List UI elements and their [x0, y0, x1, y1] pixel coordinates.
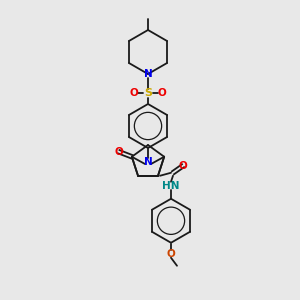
Text: HN: HN [162, 181, 180, 191]
Text: O: O [178, 161, 188, 171]
Text: N: N [144, 69, 152, 79]
Text: S: S [144, 88, 152, 98]
Text: O: O [115, 147, 123, 157]
Text: O: O [130, 88, 138, 98]
Text: O: O [158, 88, 166, 98]
Text: O: O [167, 249, 176, 259]
Text: N: N [144, 157, 152, 167]
